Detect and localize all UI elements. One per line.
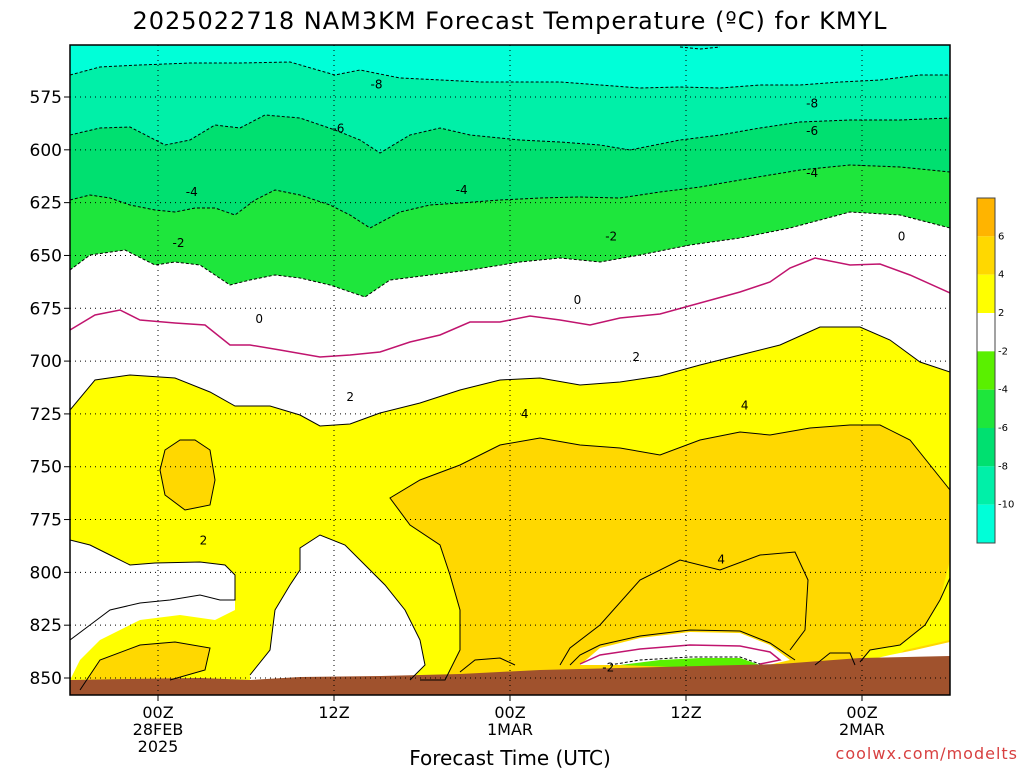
- colorbar-swatch: [977, 274, 995, 313]
- contour-label: -4: [806, 166, 818, 180]
- contour-label: 2: [346, 390, 354, 404]
- y-tick-label: 750: [30, 458, 62, 478]
- isotherm-plus4-inner: [559, 551, 809, 666]
- colorbar-label: 4: [998, 270, 1004, 281]
- y-tick-label: 675: [30, 299, 62, 319]
- contour-label: -2: [602, 660, 614, 674]
- x-tick-label: 00Z: [142, 703, 173, 722]
- colorbar-label: -4: [998, 385, 1008, 396]
- x-tick-label: 2025: [138, 737, 179, 756]
- y-tick-label: 725: [30, 405, 62, 425]
- x-tick-label: 12Z: [318, 703, 349, 722]
- contour-label: 4: [741, 398, 749, 412]
- y-tick-label: 575: [30, 88, 62, 108]
- contour-label: -6: [806, 124, 818, 138]
- x-tick-label: 1MAR: [487, 720, 533, 739]
- y-tick-label: 775: [30, 511, 62, 531]
- contour-label: -8: [806, 96, 818, 110]
- y-tick-label: 825: [30, 616, 62, 636]
- contour-label: -2: [605, 229, 617, 243]
- filled-contours: [70, 45, 950, 695]
- contour-label: 0: [255, 312, 263, 326]
- colorbar-frame: [976, 197, 996, 544]
- colorbar-swatch: [977, 389, 995, 428]
- contour-label: -4: [186, 185, 198, 199]
- colorbar-label: 6: [998, 231, 1004, 242]
- gridlines: [70, 45, 950, 695]
- colorbar-swatch: [977, 466, 995, 505]
- chart-title: 2025022718 NAM3KM Forecast Temperature (…: [132, 7, 887, 35]
- colorbar-label: -6: [998, 423, 1008, 434]
- colorbar-label: -8: [998, 461, 1008, 472]
- isotherm-minus10: [679, 46, 721, 50]
- contour-labels: -8 -8 -6 -6 -4 -4 -4 -2 -2 0 0 0 2 2 4 4 2 4 -2: [173, 77, 906, 674]
- contour-label: 0: [574, 293, 582, 307]
- band-white-lowleft2: [70, 595, 235, 680]
- y-tick-label: 800: [30, 563, 62, 583]
- isotherm-minus6: [70, 114, 950, 154]
- colorbar-swatch: [977, 198, 995, 237]
- band-plus2-rightbottom: [860, 560, 950, 662]
- y-tick-label: 850: [30, 669, 62, 689]
- contour-label: -6: [332, 122, 344, 136]
- band-plus4-small: [160, 440, 215, 510]
- colorbar-swatch: [977, 236, 995, 275]
- x-tick-label: 00Z: [494, 703, 525, 722]
- band-white-column: [250, 535, 425, 680]
- y-tick-label: 625: [30, 194, 62, 214]
- colorbar: 6 4 2 -2 -4 -6 -8 -10: [976, 197, 1014, 544]
- x-tick-label: 00Z: [846, 703, 877, 722]
- x-tick-label: 28FEB: [133, 720, 184, 739]
- colorbar-swatch: [977, 428, 995, 467]
- isotherm-plus4-dome: [459, 657, 516, 673]
- isotherm-minus4: [70, 164, 950, 229]
- isotherm-minus2-bottom: [609, 656, 761, 666]
- credit-text: coolwx.com/modelts: [836, 744, 1018, 763]
- isotherm-zero: [70, 257, 950, 358]
- band-plus4-lowerleft: [80, 642, 210, 690]
- contour-label: 0: [898, 229, 906, 243]
- contour-label: -2: [173, 236, 185, 250]
- isotherm-plus4-small: [159, 439, 216, 511]
- x-axis-label: Forecast Time (UTC): [409, 746, 611, 768]
- contour-label: 2: [200, 534, 208, 548]
- y-tick-label: 650: [30, 246, 62, 266]
- contour-label: -4: [456, 183, 468, 197]
- band-plus4-main: [390, 425, 950, 695]
- isotherm-plus4-right: [814, 652, 856, 666]
- colorbar-label: -10: [998, 500, 1014, 511]
- contour-label: -8: [371, 77, 383, 91]
- colorbar-label: -2: [998, 346, 1008, 357]
- contour-label: 4: [521, 407, 529, 421]
- colorbar-label: 2: [998, 308, 1004, 319]
- colorbar-swatch: [977, 351, 995, 390]
- colorbar-swatch: [977, 504, 995, 543]
- isotherm-plus2: [70, 326, 950, 427]
- colorbar-swatch: [977, 313, 995, 352]
- isotherm-plus2-bottom: [569, 629, 796, 666]
- band-white-lowleft: [70, 540, 235, 640]
- y-tick-label: 600: [30, 141, 62, 161]
- contour-label: 2: [632, 350, 640, 364]
- contour-label: 4: [717, 553, 725, 567]
- y-axis: 575 600 625 650 675 700 725 750 775 800 825 850: [30, 88, 70, 689]
- isotherm-plus4-main: [389, 424, 950, 681]
- isotherm-plus2-right: [859, 577, 950, 663]
- x-tick-label: 2MAR: [839, 720, 885, 739]
- isotherm-plus4-lowerleft: [79, 641, 211, 691]
- x-tick-label: 12Z: [670, 703, 701, 722]
- contour-lines: [70, 46, 950, 691]
- isotherm-plus2-lowleft: [70, 539, 236, 641]
- isotherm-zero-bottom: [579, 644, 782, 665]
- isotherm-plus2-column: [249, 534, 426, 681]
- y-tick-label: 700: [30, 352, 62, 372]
